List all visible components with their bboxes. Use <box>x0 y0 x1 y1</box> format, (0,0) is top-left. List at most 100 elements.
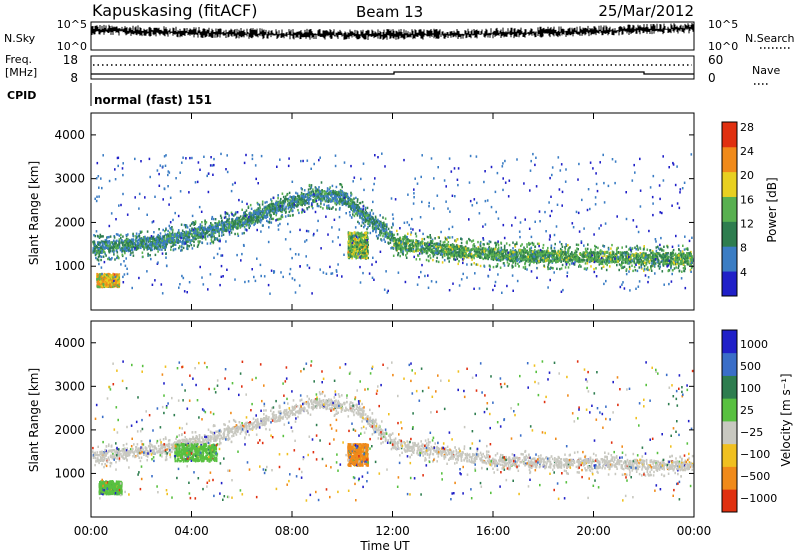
data-cell <box>400 244 403 247</box>
data-cell <box>141 230 143 233</box>
data-cell <box>434 242 436 246</box>
data-cell <box>418 240 420 243</box>
data-cell <box>198 231 200 234</box>
data-cell <box>381 228 384 231</box>
data-cell <box>385 233 388 236</box>
data-cell <box>661 255 663 259</box>
data-cell <box>379 230 381 233</box>
data-cell <box>661 254 663 257</box>
data-cell <box>369 211 371 214</box>
data-cell <box>397 247 399 250</box>
data-cell <box>263 206 266 210</box>
data-cell <box>405 244 408 248</box>
data-cell <box>345 212 347 215</box>
data-cell <box>488 250 491 253</box>
data-cell <box>451 246 453 250</box>
data-cell <box>616 251 618 254</box>
data-cell <box>675 266 677 269</box>
data-cell <box>299 200 302 203</box>
data-cell <box>230 231 233 234</box>
data-cell <box>651 249 654 253</box>
data-cell <box>285 198 288 201</box>
nave-tick-top: 60 <box>708 53 723 67</box>
data-cell <box>686 263 689 266</box>
data-cell <box>365 211 368 214</box>
data-cell <box>147 238 149 242</box>
data-cell <box>602 244 604 247</box>
data-cell <box>177 229 180 232</box>
data-cell <box>592 257 594 260</box>
data-cell <box>630 250 633 253</box>
data-cell <box>615 253 617 256</box>
data-cell <box>131 242 134 246</box>
data-cell <box>307 192 310 195</box>
data-cell <box>432 251 435 254</box>
data-cell <box>579 252 582 255</box>
data-cell <box>218 234 220 238</box>
data-cell <box>379 231 381 235</box>
data-cell <box>206 226 209 229</box>
data-cell <box>248 226 250 230</box>
data-cell <box>190 243 193 247</box>
data-cell <box>342 199 344 202</box>
data-cell <box>487 252 489 255</box>
data-cell <box>230 221 232 224</box>
data-cell <box>442 253 445 257</box>
data-cell <box>607 246 610 250</box>
data-cell <box>147 247 150 250</box>
data-cell <box>623 258 626 261</box>
data-cell <box>486 256 489 259</box>
data-cell <box>362 222 365 225</box>
data-cell <box>304 193 307 196</box>
data-cell <box>95 256 97 260</box>
data-cell <box>347 205 350 208</box>
data-cell <box>556 252 559 256</box>
data-cell <box>127 249 130 253</box>
data-cell <box>623 265 626 269</box>
data-cell <box>199 240 201 243</box>
data-cell <box>671 250 674 254</box>
data-cell <box>629 258 631 261</box>
data-cell <box>681 250 684 253</box>
nsky-trace <box>90 23 695 40</box>
data-cell <box>287 200 289 203</box>
data-cell <box>264 214 267 218</box>
data-cell <box>531 255 533 259</box>
data-cell <box>343 202 345 205</box>
data-cell <box>515 241 518 244</box>
data-cell <box>140 242 143 246</box>
data-cell <box>419 242 421 245</box>
data-cell <box>170 245 172 248</box>
data-cell <box>180 232 182 235</box>
data-cell <box>423 237 426 241</box>
data-cell <box>559 257 562 261</box>
data-cell <box>637 248 639 251</box>
data-cell <box>604 250 606 254</box>
data-cell <box>217 226 219 230</box>
data-cell <box>282 200 285 204</box>
data-cell <box>361 215 364 218</box>
data-cell <box>415 235 418 238</box>
data-cell <box>470 252 473 256</box>
data-cell <box>300 201 303 204</box>
data-cell <box>529 250 531 254</box>
data-cell <box>153 242 156 245</box>
data-cell <box>188 236 191 239</box>
data-cell <box>322 207 324 210</box>
data-cell <box>140 231 142 234</box>
data-cell <box>465 251 467 255</box>
data-cell <box>137 238 140 241</box>
data-cell <box>547 246 549 250</box>
nsky-strip: N.Sky 10^5 10^0 10^5 10^0 N.Search <box>4 18 795 53</box>
data-cell <box>629 256 632 259</box>
data-cell <box>689 269 692 272</box>
data-cell <box>447 244 450 247</box>
data-cell <box>280 204 283 207</box>
data-cell <box>544 256 547 259</box>
data-cell <box>257 218 260 222</box>
data-cell <box>476 248 479 251</box>
data-cell <box>524 265 527 269</box>
data-cell <box>278 205 280 208</box>
data-cell <box>270 202 273 206</box>
data-cell <box>650 255 653 259</box>
